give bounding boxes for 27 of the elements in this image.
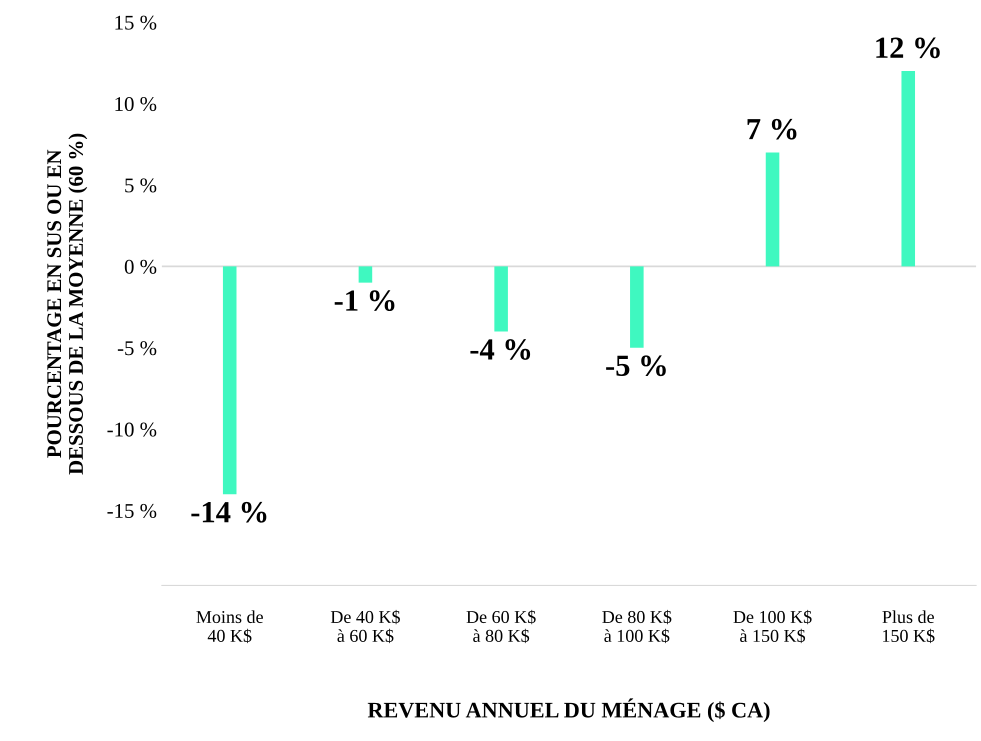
x-tick-label: De 60 K$ à 80 K$ bbox=[466, 610, 536, 644]
data-label: 12 % bbox=[876, 37, 940, 58]
x-tick-label: Plus de 150 K$ bbox=[882, 610, 935, 644]
x-tick-label: De 100 K$ à 150 K$ bbox=[733, 610, 812, 644]
data-label: -4 % bbox=[470, 339, 530, 360]
y-tick-label: -5 % bbox=[118, 341, 156, 356]
x-axis-title: REVENU ANNUEL DU MÉNAGE ($ CA) bbox=[368, 698, 770, 722]
data-label: -14 % bbox=[191, 502, 266, 523]
y-tick-label: 0 % bbox=[124, 260, 156, 274]
y-tick-label: 10 % bbox=[115, 96, 156, 112]
y-tick-label: 5 % bbox=[125, 178, 156, 192]
x-tick-label: De 40 K$ à 60 K$ bbox=[330, 610, 400, 644]
bar bbox=[494, 266, 508, 332]
data-label: -1 % bbox=[334, 290, 394, 312]
bar bbox=[222, 266, 237, 494]
bar bbox=[358, 266, 372, 283]
y-tick-label: -10 % bbox=[107, 422, 156, 437]
bar bbox=[630, 266, 644, 348]
y-axis-title: POURCENTAGE EN SUS OU EN DESSOUS DE LA MOYENNE (60 %) bbox=[47, 134, 88, 474]
bar bbox=[766, 152, 780, 266]
y-tick-label: 15 % bbox=[115, 16, 156, 30]
bar bbox=[901, 71, 916, 266]
data-label: -5 % bbox=[606, 355, 666, 376]
y-tick-label: -15 % bbox=[107, 504, 156, 518]
data-label: 7 % bbox=[748, 118, 796, 140]
x-tick-label: Moins de 40 K$ bbox=[196, 610, 263, 644]
x-tick-label: De 80 K$ à 100 K$ bbox=[602, 610, 672, 644]
